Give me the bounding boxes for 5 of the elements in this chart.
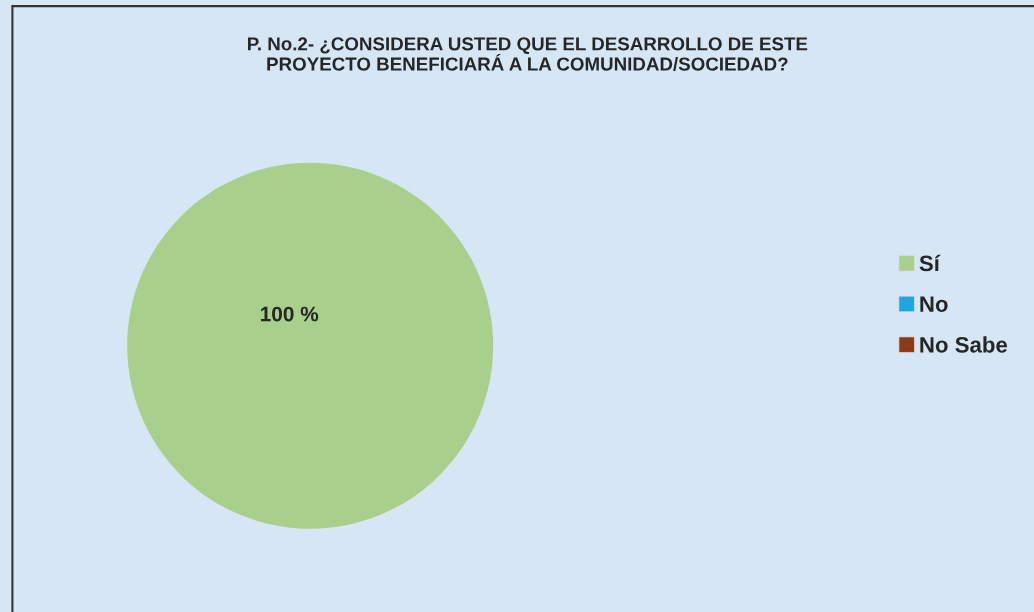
data-label: 100 % — [260, 306, 319, 322]
legend-label: Sí — [919, 254, 941, 272]
legend-label: No — [920, 296, 948, 312]
chart-title: P. No.2- ¿CONSIDERA USTED QUE EL DESARROLLO DE ESTE PROYECTO BENEFICIARÁ A LA COMUNIDAD/SOCIEDAD? — [248, 37, 808, 71]
legend-label: No Sabe — [920, 336, 1008, 353]
